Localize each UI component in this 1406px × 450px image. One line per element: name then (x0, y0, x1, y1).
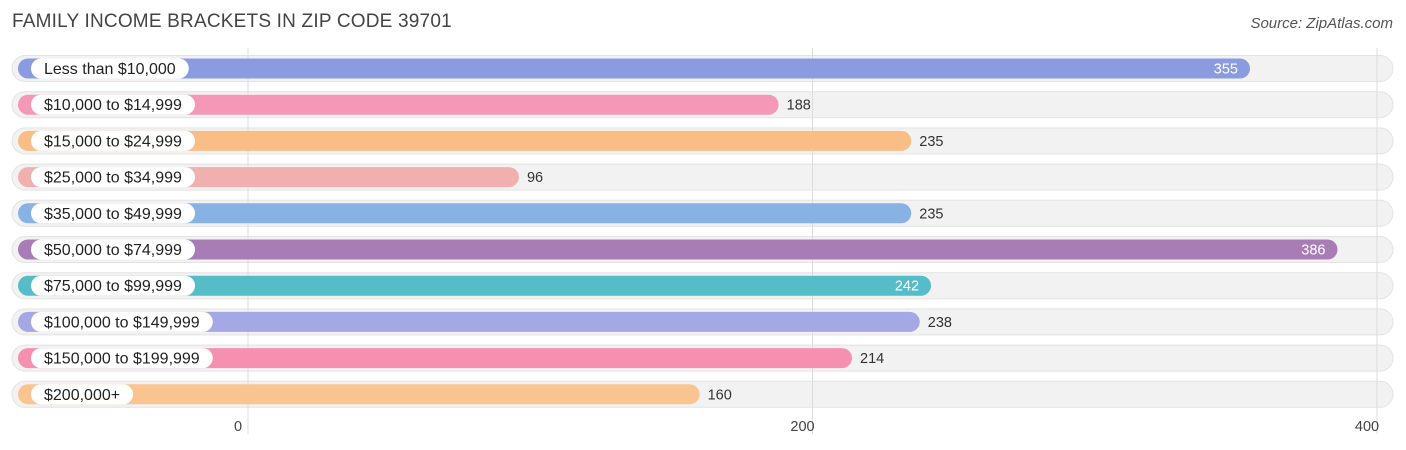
bar (18, 348, 853, 369)
bar (18, 239, 1338, 260)
bar (18, 130, 912, 151)
bar-label: $15,000 to $24,999 (44, 133, 182, 150)
bar-label-pill (31, 275, 196, 296)
bar-value-label: 238 (928, 315, 952, 331)
bar (18, 384, 700, 405)
bar-label: $50,000 to $74,999 (44, 242, 182, 259)
bar-label: $200,000+ (44, 387, 120, 404)
bar-label-pill (31, 130, 196, 151)
bar-value-label: 355 (1214, 62, 1238, 78)
bar-label-pill (31, 239, 196, 260)
bar-label: $10,000 to $14,999 (44, 97, 182, 114)
bar-label-pill (31, 167, 196, 188)
bar (18, 275, 932, 296)
bar-value-label: 214 (860, 351, 884, 367)
bar-label: $25,000 to $34,999 (44, 170, 182, 187)
bar-value-label: 386 (1301, 243, 1325, 259)
x-tick-label: 400 (1355, 419, 1379, 435)
bar (18, 94, 779, 115)
x-tick-label: 0 (234, 419, 242, 435)
bar-label: $150,000 to $199,999 (44, 351, 200, 368)
bar-label-pill (31, 384, 134, 405)
chart-title: FAMILY INCOME BRACKETS IN ZIP CODE 39701 (12, 11, 452, 32)
source-credit: Source: ZipAtlas.com (1250, 15, 1393, 32)
bar-value-label: 235 (919, 206, 943, 222)
bar-value-label: 188 (787, 98, 811, 114)
bar-label: $100,000 to $149,999 (44, 314, 200, 331)
bar-value-label: 160 (708, 387, 732, 403)
bar-value-label: 235 (919, 134, 943, 150)
bar-label: $75,000 to $99,999 (44, 278, 182, 295)
bar-label: $35,000 to $49,999 (44, 206, 182, 223)
bar-label-pill (31, 94, 196, 115)
bar-value-label: 242 (895, 279, 919, 295)
x-tick-label: 200 (790, 419, 814, 435)
bar-label: Less than $10,000 (44, 61, 176, 78)
bar-label-pill (31, 203, 196, 224)
bar (18, 311, 920, 332)
bar-label-pill (31, 348, 213, 369)
bar-label-pill (31, 58, 189, 79)
bar (18, 58, 1250, 79)
bar-value-label: 96 (527, 170, 543, 186)
bar-label-pill (31, 311, 213, 332)
bar (18, 203, 912, 224)
